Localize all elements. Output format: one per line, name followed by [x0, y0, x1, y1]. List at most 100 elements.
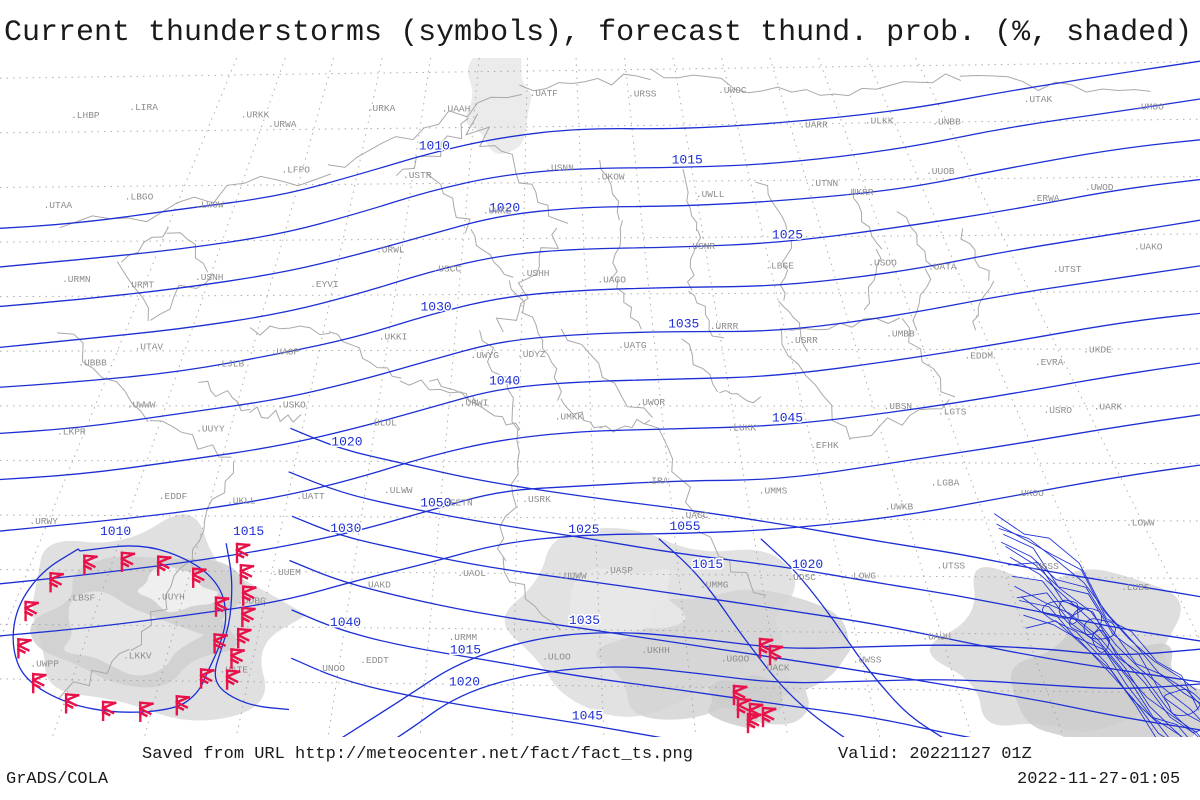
svg-text:.UAKO: .UAKO	[1134, 242, 1163, 253]
svg-text:.UAKD: .UAKD	[362, 579, 391, 590]
svg-text:.UWOC: .UWOC	[718, 85, 747, 96]
svg-text:.UKDE: .UKDE	[1083, 345, 1112, 356]
svg-text:.UBBB: .UBBB	[78, 358, 107, 369]
svg-text:.UTSS: .UTSS	[937, 560, 966, 571]
svg-text:.UKOW: .UKOW	[596, 171, 625, 182]
svg-text:.LKPR: .LKPR	[57, 426, 86, 437]
svg-text:.URKA: .URKA	[367, 103, 396, 114]
svg-text:.URRR: .URRR	[710, 321, 739, 332]
svg-text:.URWA: .URWA	[268, 119, 297, 130]
svg-text:.UMBB: .UMBB	[886, 329, 915, 340]
svg-text:.UNOO: .UNOO	[317, 663, 346, 674]
svg-text:1025: 1025	[568, 522, 599, 537]
svg-text:1030: 1030	[330, 521, 361, 536]
svg-text:1055: 1055	[669, 519, 700, 534]
svg-text:.USHH: .USHH	[521, 268, 550, 279]
svg-text:.EFHK: .EFHK	[810, 440, 839, 451]
svg-text:.UAOL: .UAOL	[457, 568, 486, 579]
svg-text:1045: 1045	[572, 709, 603, 724]
svg-text:.IRA: .IRA	[646, 476, 669, 487]
svg-text:.EDDM: .EDDM	[965, 351, 994, 362]
svg-text:.URKK: .URKK	[241, 109, 270, 120]
svg-text:.LUKK: .LUKK	[728, 423, 757, 434]
svg-text:.UMKK: .UMKK	[555, 411, 584, 422]
svg-text:1040: 1040	[489, 373, 520, 388]
svg-text:.UGOO: .UGOO	[721, 654, 750, 665]
svg-text:.ULOO: .ULOO	[542, 652, 571, 663]
svg-text:.UUOB: .UUOB	[926, 166, 955, 177]
svg-text:.UTAA: .UTAA	[44, 200, 73, 211]
svg-text:.UAOP: .UAOP	[271, 347, 300, 358]
svg-text:.UWOD: .UWOD	[1085, 182, 1114, 193]
svg-text:.ULWW: .ULWW	[384, 485, 413, 496]
svg-text:.LJLB: .LJLB	[216, 359, 245, 370]
svg-text:.LFPO: .LFPO	[282, 164, 311, 175]
svg-text:.UATG: .UATG	[618, 340, 647, 351]
svg-text:.USTR: .USTR	[403, 170, 432, 181]
svg-text:.USRR: .USRR	[789, 335, 818, 346]
svg-text:.UATF: .UATF	[530, 88, 559, 99]
svg-text:.EETN: .EETN	[444, 498, 473, 509]
svg-text:1035: 1035	[569, 613, 600, 628]
svg-text:.UKOO: .UKOO	[1015, 488, 1044, 499]
svg-text:.UWPP: .UWPP	[30, 659, 59, 670]
svg-text:.ERWA: .ERWA	[1031, 193, 1060, 204]
svg-text:1015: 1015	[692, 557, 723, 572]
svg-text:.USSS: .USSS	[1030, 561, 1059, 572]
svg-text:.LUBS: .LUBS	[1121, 582, 1150, 593]
svg-text:.UWLL: .UWLL	[696, 189, 725, 200]
svg-text:.UUWW: .UUWW	[558, 570, 587, 581]
svg-text:.UTAV: .UTAV	[135, 342, 164, 353]
svg-text:.UKKI: .UKKI	[379, 332, 408, 343]
svg-text:1045: 1045	[772, 411, 803, 426]
svg-text:.URMN: .URMN	[62, 274, 91, 285]
svg-text:.UKHH: .UKHH	[641, 645, 670, 656]
svg-text:.LKKV: .LKKV	[123, 651, 152, 662]
svg-text:.USRK: .USRK	[522, 494, 551, 505]
svg-text:.UKLL: .UKLL	[227, 495, 256, 506]
svg-text:.UATA: .UATA	[928, 262, 957, 273]
svg-text:.UTAK: .UTAK	[1024, 94, 1053, 105]
svg-text:.UAAH: .UAAH	[442, 104, 471, 115]
svg-text:.UTNN: .UTNN	[810, 178, 839, 189]
svg-text:.LGTS: .LGTS	[938, 407, 967, 418]
svg-text:.EDDF: .EDDF	[159, 491, 188, 502]
svg-text:.USRO: .USRO	[1044, 405, 1073, 416]
svg-text:.UBSN: .UBSN	[884, 401, 913, 412]
svg-text:.UMOO: .UMOO	[1135, 102, 1164, 113]
svg-text:.UARR: .UARR	[799, 120, 828, 131]
svg-text:.UUYH: .UUYH	[156, 591, 185, 602]
svg-text:.LHBP: .LHBP	[71, 110, 100, 121]
svg-text:.EVRA: .EVRA	[1035, 357, 1064, 368]
svg-text:.UNBB: .UNBB	[932, 117, 961, 128]
svg-text:.URWL: .URWL	[376, 245, 405, 256]
svg-text:.UWKB: .UWKB	[885, 501, 914, 512]
svg-text:1020: 1020	[449, 675, 480, 690]
svg-text:.URWI: .URWI	[460, 398, 489, 409]
svg-text:.USNN: .USNN	[545, 163, 574, 174]
svg-text:.UAGO: .UAGO	[597, 275, 626, 286]
svg-text:1040: 1040	[330, 615, 361, 630]
svg-text:.UACK: .UACK	[761, 663, 790, 674]
svg-text:.LGBA: .LGBA	[931, 477, 960, 488]
svg-text:.UMMG: .UMMG	[700, 580, 729, 591]
svg-text:.URMM: .URMM	[449, 632, 478, 643]
svg-text:.UUYY: .UUYY	[196, 423, 225, 434]
svg-text:1020: 1020	[331, 435, 362, 450]
svg-text:.ULOL: .ULOL	[368, 417, 397, 428]
svg-text:.UWYG: .UWYG	[471, 350, 500, 361]
svg-text:.EYVI: .EYVI	[310, 279, 339, 290]
svg-text:.USCC: .USCC	[433, 264, 462, 275]
svg-text:.USKO: .USKO	[277, 399, 306, 410]
svg-text:.LWOW: .LWOW	[195, 199, 224, 210]
svg-text:.LBGO: .LBGO	[125, 192, 154, 203]
svg-text:.UWKE: .UWKE	[483, 206, 512, 217]
svg-text:.UDYZ: .UDYZ	[517, 349, 546, 360]
svg-text:.UASP: .UASP	[604, 565, 633, 576]
svg-text:.UMMS: .UMMS	[759, 486, 788, 497]
svg-text:1010: 1010	[100, 524, 131, 539]
svg-text:.UATT: .UATT	[296, 491, 325, 502]
svg-text:.UWSS: .UWSS	[853, 654, 882, 665]
svg-text:.USNH: .USNH	[195, 272, 224, 283]
svg-text:.USNR: .USNR	[687, 241, 716, 252]
